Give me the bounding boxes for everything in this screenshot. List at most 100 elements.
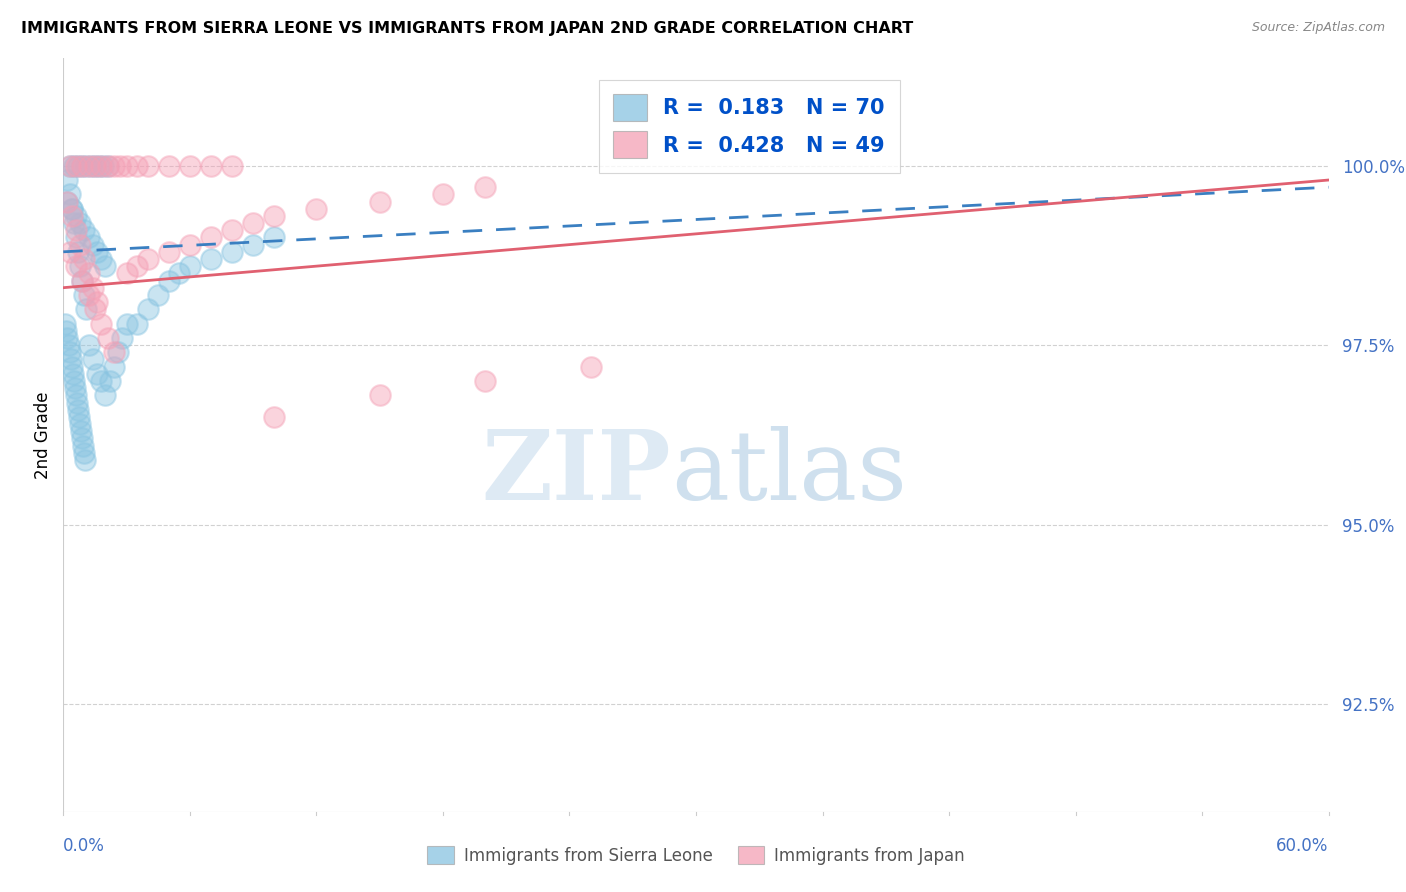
Point xyxy=(70,273,93,287)
Point xyxy=(73,446,96,460)
Point xyxy=(66,244,90,259)
Point xyxy=(110,159,132,173)
Point xyxy=(66,159,90,173)
Point xyxy=(169,266,191,280)
Point xyxy=(94,388,117,402)
Point xyxy=(56,194,79,209)
Point xyxy=(73,252,96,266)
Point xyxy=(93,159,114,173)
Point xyxy=(96,159,118,173)
Point xyxy=(474,180,496,194)
Point xyxy=(90,252,112,266)
Point xyxy=(65,259,87,273)
Point xyxy=(56,194,79,209)
Text: Source: ZipAtlas.com: Source: ZipAtlas.com xyxy=(1251,21,1385,34)
Point xyxy=(73,223,96,237)
Point xyxy=(115,317,138,331)
Point xyxy=(136,302,159,317)
Point xyxy=(83,159,105,173)
Point xyxy=(62,367,84,381)
Point xyxy=(62,374,84,388)
Point xyxy=(103,345,125,359)
Point xyxy=(242,237,264,252)
Point xyxy=(200,252,222,266)
Point xyxy=(136,159,159,173)
Point xyxy=(157,244,180,259)
Point xyxy=(70,159,93,173)
Point xyxy=(56,173,79,187)
Point xyxy=(103,359,125,374)
Point xyxy=(65,159,87,173)
Point xyxy=(98,374,121,388)
Point xyxy=(79,159,101,173)
Point xyxy=(59,352,82,367)
Point xyxy=(58,345,80,359)
Point xyxy=(69,259,91,273)
Point xyxy=(58,159,80,173)
Point xyxy=(77,266,100,280)
Point xyxy=(83,302,105,317)
Point xyxy=(53,317,76,331)
Point xyxy=(103,159,125,173)
Point xyxy=(77,159,100,173)
Point xyxy=(221,244,243,259)
Point xyxy=(115,159,138,173)
Point xyxy=(115,266,138,280)
Text: IMMIGRANTS FROM SIERRA LEONE VS IMMIGRANTS FROM JAPAN 2ND GRADE CORRELATION CHAR: IMMIGRANTS FROM SIERRA LEONE VS IMMIGRAN… xyxy=(21,21,914,36)
Text: ZIP: ZIP xyxy=(481,425,671,519)
Point xyxy=(60,202,83,216)
Point xyxy=(579,359,602,374)
Point xyxy=(82,237,104,252)
Point xyxy=(263,230,285,244)
Point xyxy=(67,409,90,424)
Point xyxy=(96,159,118,173)
Text: 0.0%: 0.0% xyxy=(63,837,105,855)
Point xyxy=(69,237,91,252)
Point xyxy=(66,402,90,417)
Point xyxy=(94,259,117,273)
Point xyxy=(70,159,93,173)
Point xyxy=(474,374,496,388)
Point xyxy=(63,381,86,395)
Point xyxy=(127,317,148,331)
Point xyxy=(60,202,83,216)
Point xyxy=(368,388,391,402)
Legend: Immigrants from Sierra Leone, Immigrants from Japan: Immigrants from Sierra Leone, Immigrants… xyxy=(420,839,972,871)
Point xyxy=(62,159,84,173)
Point xyxy=(65,230,87,244)
Point xyxy=(60,359,83,374)
Text: 60.0%: 60.0% xyxy=(1277,837,1329,855)
Point xyxy=(157,273,180,287)
Point xyxy=(127,259,148,273)
Point xyxy=(73,288,96,302)
Point xyxy=(179,237,201,252)
Point xyxy=(179,159,201,173)
Y-axis label: 2nd Grade: 2nd Grade xyxy=(34,391,52,479)
Point xyxy=(70,432,93,446)
Point xyxy=(432,187,454,202)
Point xyxy=(82,281,104,295)
Point xyxy=(368,194,391,209)
Point xyxy=(179,259,201,273)
Text: atlas: atlas xyxy=(671,425,907,519)
Point xyxy=(86,244,108,259)
Point xyxy=(62,216,84,230)
Point xyxy=(66,395,89,409)
Point xyxy=(200,230,222,244)
Point xyxy=(242,216,264,230)
Point xyxy=(157,159,180,173)
Point xyxy=(60,209,83,223)
Point xyxy=(58,338,80,352)
Point xyxy=(146,288,169,302)
Point xyxy=(87,159,110,173)
Point xyxy=(69,417,91,431)
Point xyxy=(58,187,80,202)
Point xyxy=(56,331,79,345)
Point xyxy=(263,409,285,424)
Point xyxy=(111,331,134,345)
Point xyxy=(76,302,98,317)
Point xyxy=(70,273,93,287)
Point xyxy=(55,324,77,338)
Point xyxy=(82,352,104,367)
Point xyxy=(90,374,112,388)
